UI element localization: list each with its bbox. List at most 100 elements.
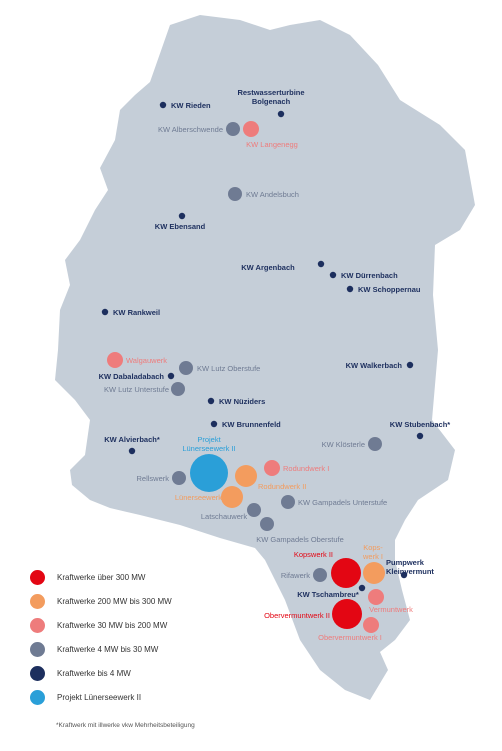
plant-label-ebensand: KW Ebensand bbox=[155, 222, 206, 231]
plant-marker-pumpwerk-kleinvermunt[interactable] bbox=[400, 571, 408, 579]
plant-marker-kloesterle[interactable] bbox=[368, 437, 382, 451]
plant-marker-lutz-oberstufe[interactable] bbox=[179, 361, 193, 375]
plant-label-walkerbach: KW Walkerbach bbox=[346, 361, 403, 370]
plant-label-gampadels-oberstufe: KW Gampadels Oberstufe bbox=[256, 535, 344, 544]
plant-marker-argenbach[interactable] bbox=[317, 260, 325, 268]
legend-item-4-30: Kraftwerke 4 MW bis 30 MW bbox=[30, 638, 172, 660]
plant-marker-rodundwerk-i[interactable] bbox=[264, 460, 280, 476]
plant-marker-tschambreu[interactable] bbox=[358, 584, 366, 592]
legend-label-project: Projekt Lünerseewerk II bbox=[57, 692, 142, 702]
plant-label-obervermuntwerk-ii: Obervermuntwerk II bbox=[264, 611, 330, 620]
plant-label-walgauwerk: Walgauwerk bbox=[126, 356, 167, 365]
plant-label-rankweil: KW Rankweil bbox=[113, 308, 160, 317]
label-layer: KW Rieden Restwasserturbine Bolgenach KW Al… bbox=[99, 88, 451, 642]
legend-label-4-30: Kraftwerke 4 MW bis 30 MW bbox=[57, 644, 159, 654]
plant-marker-rieden[interactable] bbox=[159, 101, 167, 109]
plant-marker-dabaladabach[interactable] bbox=[167, 372, 175, 380]
plant-marker-obervermuntwerk-i[interactable] bbox=[363, 617, 379, 633]
plant-marker-gampadels-oberstufe[interactable] bbox=[260, 517, 274, 531]
plant-marker-walgauwerk[interactable] bbox=[107, 352, 123, 368]
plant-marker-gampadels-unterstufe[interactable] bbox=[281, 495, 295, 509]
plant-label-rellswerk: Rellswerk bbox=[136, 474, 169, 483]
plant-marker-latschauwerk[interactable] bbox=[247, 503, 261, 517]
plant-label-alberschwende: KW Alberschwende bbox=[158, 125, 223, 134]
plant-label-rieden: KW Rieden bbox=[171, 101, 211, 110]
plant-label-rodundwerk-ii: Rodundwerk II bbox=[258, 482, 306, 491]
plant-label-lutz-oberstufe: KW Lutz Oberstufe bbox=[197, 364, 260, 373]
plant-label-rodundwerk-i: Rodundwerk I bbox=[283, 464, 329, 473]
plant-marker-ebensand[interactable] bbox=[178, 212, 186, 220]
plant-marker-alberschwende[interactable] bbox=[226, 122, 240, 136]
plant-marker-stubenbach[interactable] bbox=[416, 432, 424, 440]
plant-marker-kopswerk-ii[interactable] bbox=[331, 558, 361, 588]
plant-label-stubenbach: KW Stubenbach* bbox=[390, 420, 450, 429]
plant-label-line2-bolgenach: Bolgenach bbox=[252, 97, 291, 106]
plant-label-obervermuntwerk-i: Obervermuntwerk I bbox=[318, 633, 382, 642]
plant-label-kopswerk-ii: Kopswerk II bbox=[294, 550, 333, 559]
plant-label-schoppernau: KW Schoppernau bbox=[358, 285, 421, 294]
legend-label-30-200: Kraftwerke 30 MW bis 200 MW bbox=[57, 620, 168, 630]
plant-label-kloesterle: KW Klösterle bbox=[322, 440, 365, 449]
plant-marker-rifawerk[interactable] bbox=[313, 568, 327, 582]
legend-item-30-200: Kraftwerke 30 MW bis 200 MW bbox=[30, 614, 172, 636]
plant-label-line1-kopswerk-i: Kops- bbox=[363, 543, 383, 552]
legend-dot-upto4 bbox=[30, 665, 45, 681]
plant-marker-luenersee-ii[interactable] bbox=[190, 454, 228, 492]
plant-marker-lutz-unterstufe[interactable] bbox=[171, 382, 185, 396]
plant-label-brunnenfeld: KW Brunnenfeld bbox=[222, 420, 281, 429]
plant-label-gampadels-unterstufe: KW Gampadels Unterstufe bbox=[298, 498, 387, 507]
plant-marker-andelsbuch[interactable] bbox=[228, 187, 242, 201]
plant-label-line1-bolgenach: Restwasserturbine bbox=[237, 88, 304, 97]
plant-marker-duerrenbach[interactable] bbox=[329, 271, 337, 279]
legend-dot-project bbox=[30, 689, 45, 705]
legend-item-200-300: Kraftwerke 200 MW bis 300 MW bbox=[30, 590, 172, 612]
legend-item-over300: Kraftwerke über 300 MW bbox=[30, 566, 172, 588]
plant-label-andelsbuch: KW Andelsbuch bbox=[246, 190, 299, 199]
plant-marker-luenerseewerk[interactable] bbox=[221, 486, 243, 508]
plant-label-pumpwerk-kleinvermunt: Pumpwerk Kleinvermunt bbox=[386, 558, 434, 576]
plant-marker-vermuntwerk[interactable] bbox=[368, 589, 384, 605]
legend-dot-4-30 bbox=[30, 641, 45, 657]
plant-marker-schoppernau[interactable] bbox=[346, 285, 354, 293]
plant-label-bolgenach: Restwasserturbine Bolgenach bbox=[237, 88, 304, 106]
plant-label-kopswerk-i: Kops-werk I bbox=[362, 543, 383, 561]
legend-label-200-300: Kraftwerke 200 MW bis 300 MW bbox=[57, 596, 172, 606]
plant-label-latschauwerk: Latschauwerk bbox=[201, 512, 248, 521]
plant-marker-bolgenach[interactable] bbox=[277, 110, 285, 118]
plant-marker-rellswerk[interactable] bbox=[172, 471, 186, 485]
legend-dot-200-300 bbox=[30, 593, 45, 609]
legend-dot-30-200 bbox=[30, 617, 45, 633]
plant-marker-rodundwerk-ii[interactable] bbox=[235, 465, 257, 487]
plant-label-line1-luenersee-ii: Projekt bbox=[197, 435, 221, 444]
vorarlberg-region-shape bbox=[55, 15, 475, 700]
plant-marker-kopswerk-i[interactable] bbox=[363, 562, 385, 584]
plant-label-line2-kopswerk-i: werk I bbox=[362, 552, 383, 561]
plant-marker-alvierbach[interactable] bbox=[128, 447, 136, 455]
legend-label-upto4: Kraftwerke bis 4 MW bbox=[57, 668, 131, 678]
plant-marker-rankweil[interactable] bbox=[101, 308, 109, 316]
legend-item-project: Projekt Lünerseewerk II bbox=[30, 686, 172, 708]
plant-label-argenbach: KW Argenbach bbox=[241, 263, 295, 272]
plant-marker-nueziders[interactable] bbox=[207, 397, 215, 405]
legend-label-over300: Kraftwerke über 300 MW bbox=[57, 572, 146, 582]
plant-label-lutz-unterstufe: KW Lutz Unterstufe bbox=[104, 385, 169, 394]
legend-dot-over300 bbox=[30, 569, 45, 585]
plant-label-tschambreu: KW Tschambreu* bbox=[297, 590, 359, 599]
plant-label-duerrenbach: KW Dürrenbach bbox=[341, 271, 398, 280]
marker-layer bbox=[101, 101, 424, 633]
plant-label-vermuntwerk: Vermuntwerk bbox=[369, 605, 413, 614]
plant-marker-walkerbach[interactable] bbox=[406, 361, 414, 369]
plant-marker-brunnenfeld[interactable] bbox=[210, 420, 218, 428]
legend: Kraftwerke über 300 MW Kraftwerke 200 MW… bbox=[30, 566, 172, 710]
plant-label-line2-pumpwerk-kleinvermunt: Kleinvermunt bbox=[386, 567, 434, 576]
plant-label-rifawerk: Rifawerk bbox=[281, 571, 310, 580]
legend-item-upto4: Kraftwerke bis 4 MW bbox=[30, 662, 172, 684]
plant-label-line1-pumpwerk-kleinvermunt: Pumpwerk bbox=[386, 558, 425, 567]
footnote: *Kraftwerk mit illwerke vkw Mehrheitsbet… bbox=[56, 722, 195, 729]
plant-label-line2-luenersee-ii: Lünerseewerk II bbox=[182, 444, 235, 453]
plant-marker-obervermuntwerk-ii[interactable] bbox=[332, 599, 362, 629]
plant-marker-langenegg[interactable] bbox=[243, 121, 259, 137]
plant-label-nueziders: KW Nüziders bbox=[219, 397, 265, 406]
plant-label-langenegg: KW Langenegg bbox=[246, 140, 298, 149]
